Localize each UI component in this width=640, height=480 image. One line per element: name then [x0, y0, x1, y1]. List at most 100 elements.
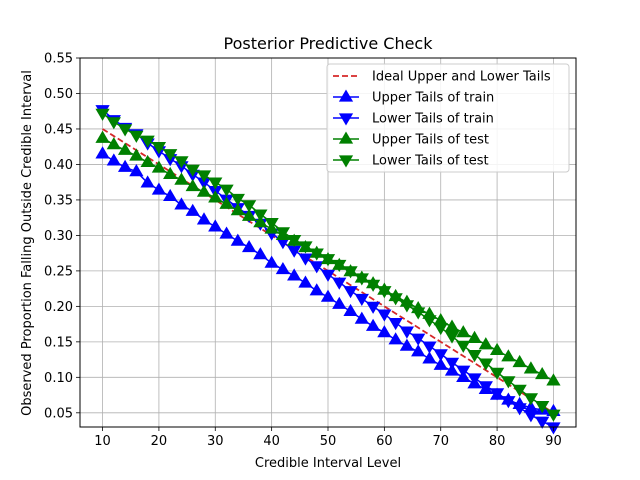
legend-marker	[338, 131, 354, 144]
data-point	[219, 196, 234, 209]
data-point	[185, 178, 200, 192]
data-point	[365, 279, 381, 292]
data-point	[388, 318, 403, 331]
data-point	[523, 361, 539, 374]
data-point	[241, 208, 257, 221]
chart-title: Posterior Predictive Check	[224, 34, 434, 53]
data-point	[512, 403, 527, 416]
x-tick-label: 20	[151, 434, 168, 449]
data-point	[95, 108, 110, 121]
legend-marker	[338, 113, 354, 126]
data-point	[489, 342, 505, 356]
y-tick-label: 0.20	[44, 300, 73, 315]
data-point	[523, 400, 539, 413]
data-point	[354, 311, 369, 324]
data-point	[354, 273, 369, 286]
data-point	[140, 135, 155, 148]
data-point	[411, 307, 426, 320]
data-point	[174, 197, 189, 210]
data-point	[208, 177, 223, 190]
data-point	[489, 367, 505, 380]
data-point	[174, 156, 189, 169]
data-point	[275, 227, 291, 240]
data-point	[309, 283, 324, 296]
data-point	[332, 259, 347, 272]
data-point	[185, 203, 200, 216]
data-point	[467, 373, 482, 386]
data-point	[478, 337, 493, 350]
data-point	[501, 376, 516, 389]
data-point	[219, 226, 234, 239]
legend-item: Upper Tails of test	[333, 131, 489, 148]
data-point	[185, 164, 200, 177]
plot-series	[95, 105, 561, 435]
series-4	[95, 108, 561, 422]
data-point	[287, 245, 302, 258]
data-point	[456, 340, 471, 353]
data-point	[444, 357, 460, 370]
data-point	[411, 344, 426, 357]
y-tick-label: 0.25	[44, 264, 73, 279]
data-point	[422, 315, 437, 328]
data-point	[320, 289, 336, 302]
x-tick-label: 50	[320, 434, 337, 449]
data-point	[264, 217, 279, 231]
data-point	[388, 293, 403, 306]
data-point	[478, 358, 493, 371]
data-point	[253, 209, 268, 222]
data-point	[208, 190, 223, 203]
data-point	[275, 261, 291, 275]
x-tick-label: 70	[432, 434, 449, 449]
x-tick-label: 30	[207, 434, 224, 449]
series-1	[95, 146, 561, 417]
legend: Ideal Upper and Lower Tails Upper Tails o…	[326, 63, 570, 173]
data-point	[411, 333, 426, 346]
data-point	[512, 384, 527, 397]
legend-marker	[338, 155, 354, 168]
data-point	[163, 188, 178, 202]
data-point	[546, 373, 561, 386]
data-point	[354, 293, 369, 307]
data-point	[501, 396, 516, 409]
x-tick-label: 90	[545, 434, 562, 449]
data-point	[377, 325, 392, 338]
data-point	[467, 330, 482, 343]
data-point	[512, 354, 527, 368]
data-point	[365, 318, 381, 331]
data-point	[106, 137, 121, 150]
data-point	[433, 357, 448, 370]
legend-label: Upper Tails of train	[372, 91, 494, 106]
data-point	[230, 233, 245, 246]
data-point	[535, 366, 550, 380]
data-point	[377, 286, 392, 299]
data-point	[151, 142, 167, 155]
data-point	[151, 182, 167, 195]
y-tick-label: 0.10	[44, 371, 73, 386]
data-point	[433, 349, 448, 362]
data-point	[343, 303, 358, 316]
data-point	[196, 212, 212, 225]
data-point	[377, 309, 392, 322]
data-point	[298, 253, 313, 266]
data-point	[140, 154, 155, 167]
y-tick-label: 0.35	[44, 193, 73, 208]
data-point	[140, 175, 155, 188]
y-tick-label: 0.55	[44, 52, 73, 67]
data-point	[501, 349, 516, 362]
legend-marker	[338, 89, 354, 102]
y-tick-label: 0.05	[44, 406, 73, 421]
data-point	[535, 401, 550, 414]
data-point	[399, 338, 415, 351]
y-tick-label: 0.50	[44, 87, 73, 102]
data-point	[332, 277, 347, 290]
data-point	[95, 130, 110, 143]
data-point	[399, 326, 415, 339]
y-tick-label: 0.45	[44, 122, 73, 137]
data-point	[523, 393, 539, 406]
data-point	[399, 300, 415, 313]
data-point	[309, 248, 324, 261]
x-tick-label: 60	[376, 434, 393, 449]
data-point	[163, 149, 178, 162]
data-point	[253, 247, 268, 260]
